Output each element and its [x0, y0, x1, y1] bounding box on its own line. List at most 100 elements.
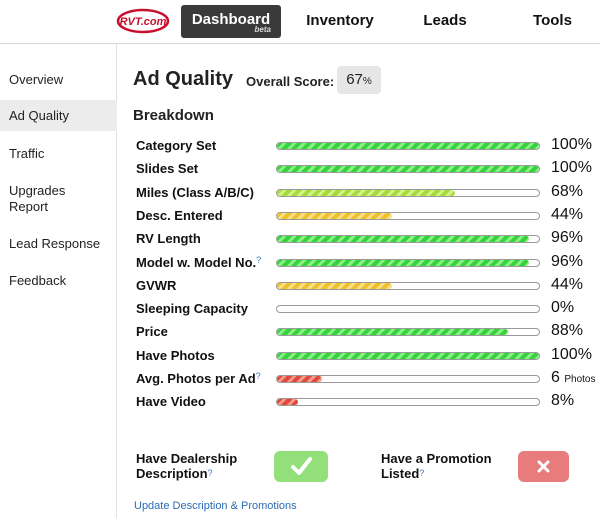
overall-score-unit: % [362, 76, 372, 87]
row-label-text: Have Video [136, 394, 206, 410]
row-label-text: Sleeping Capacity [136, 301, 248, 317]
breakdown-row-label: Slides Set [136, 161, 198, 176]
row-value-text: 8% [551, 392, 575, 410]
row-label-text: Desc. Entered [136, 207, 223, 223]
sidebar-item-traffic[interactable]: Traffic [9, 146, 45, 161]
nav-dashboard[interactable]: Dashboard beta [181, 5, 281, 38]
row-value-text: 100% [551, 345, 592, 363]
row-label-text: Have Photos [136, 347, 215, 363]
row-value-text: 44% [551, 205, 584, 223]
promotion-label-line1: Have a Promotion [381, 451, 492, 466]
row-value-unit: Photos [564, 374, 596, 385]
progress-bar-fill [277, 352, 539, 359]
progress-bar [276, 375, 540, 383]
update-description-promotions-link[interactable]: Update Description & Promotions [134, 500, 297, 512]
progress-bar [276, 235, 540, 244]
row-label-text: Model w. Model No. [136, 254, 257, 270]
breakdown-row-label: GVWR [136, 278, 176, 293]
nav-leads[interactable]: Leads [423, 12, 467, 29]
row-value-text: 100% [551, 159, 592, 177]
breakdown-row-value: 0% [551, 299, 574, 317]
row-label-text: RV Length [136, 231, 201, 247]
breakdown-row-value: 100% [551, 136, 592, 154]
nav-tools[interactable]: Tools [533, 12, 572, 29]
help-icon[interactable]: ? [255, 371, 261, 381]
progress-bar-fill [277, 282, 393, 289]
dealership-description-label: Have Dealership Description? [136, 451, 237, 481]
top-nav: RVT.com Dashboard beta Inventory Leads T… [0, 0, 600, 44]
progress-bar-fill [277, 259, 529, 266]
progress-bar [276, 305, 540, 314]
sidebar-item-feedback[interactable]: Feedback [9, 273, 67, 288]
overall-score-badge: 67% [337, 66, 381, 94]
check-icon [291, 457, 312, 475]
breakdown-row-value: 44% [551, 206, 583, 224]
row-value-text: 96% [551, 229, 584, 247]
progress-bar [276, 258, 540, 267]
sidebar-item-upgrades-report[interactable]: Upgrades Report [9, 183, 66, 214]
breakdown-row-label: Avg. Photos per Ad? [136, 371, 261, 386]
row-label-text: Category Set [136, 138, 217, 153]
logo-text: RVT.com [120, 16, 167, 28]
progress-bar-fill [277, 143, 539, 149]
row-value-text: 100% [551, 136, 592, 153]
sidebar-item-overview[interactable]: Overview [9, 72, 64, 87]
dealership-description-status-button[interactable] [274, 451, 328, 482]
breakdown-row-label: Price [136, 324, 168, 339]
progress-bar [276, 281, 540, 290]
sidebar-item-ad-quality[interactable]: Ad Quality [0, 100, 117, 131]
row-label-text: GVWR [136, 277, 177, 293]
progress-bar [276, 188, 540, 197]
breakdown-row-label: Have Photos [136, 348, 215, 363]
promotion-status-button[interactable] [518, 451, 569, 482]
breakdown-row-value: 88% [551, 322, 583, 340]
row-label-text: Avg. Photos per Ad [136, 371, 256, 386]
breakdown-row-value: 68% [551, 183, 583, 201]
dealership-description-label-line1: Have Dealership [136, 451, 238, 466]
progress-bar [276, 142, 540, 150]
nav-dashboard-label: Dashboard [191, 11, 271, 28]
progress-bar [276, 165, 540, 174]
progress-bar-fill [277, 166, 539, 173]
breakdown-row-label: Miles (Class A/B/C) [136, 185, 254, 200]
overall-score-label: Overall Score: [246, 74, 335, 89]
breakdown-row-label: Desc. Entered [136, 208, 223, 223]
sidebar: Overview Ad Quality Traffic Upgrades Rep… [0, 44, 117, 518]
row-label-text: Price [136, 324, 168, 340]
progress-bar [276, 398, 540, 407]
help-icon[interactable]: ? [256, 254, 262, 265]
row-value-text: 96% [551, 252, 584, 270]
breakdown-row-value: 6 Photos [551, 369, 596, 387]
breakdown-row-value: 44% [551, 276, 583, 294]
overall-score-value: 67 [346, 71, 363, 88]
row-label-text: Slides Set [136, 161, 199, 177]
promotion-label-line2: Listed [381, 466, 420, 481]
dealership-description-label-line2: Description [136, 466, 208, 481]
rvt-logo[interactable]: RVT.com [116, 8, 170, 34]
breakdown-row-label: Have Video [136, 394, 206, 409]
progress-bar-fill [277, 189, 456, 196]
x-icon [537, 460, 550, 473]
help-icon[interactable]: ? [207, 468, 213, 478]
beta-badge: beta [254, 25, 271, 34]
breakdown-row-value: 100% [551, 346, 592, 364]
progress-bar-fill [277, 236, 529, 243]
breakdown-row-value: 100% [551, 159, 592, 177]
sidebar-item-lead-response[interactable]: Lead Response [9, 236, 101, 251]
breakdown-row-value: 96% [551, 253, 583, 271]
breakdown-row-label: Model w. Model No.? [136, 255, 261, 270]
row-value-text: 6 [551, 369, 560, 386]
progress-bar-fill [277, 376, 322, 382]
progress-bar-fill [277, 399, 298, 406]
row-label-text: Miles (Class A/B/C) [136, 184, 254, 200]
breakdown-row-label: RV Length [136, 231, 201, 246]
help-icon[interactable]: ? [419, 468, 425, 478]
nav-inventory[interactable]: Inventory [306, 12, 374, 29]
progress-bar-fill [277, 212, 393, 219]
row-value-text: 68% [551, 182, 584, 200]
row-value-text: 44% [551, 275, 584, 293]
row-value-text: 88% [551, 322, 584, 340]
row-value-text: 0% [551, 299, 575, 317]
progress-bar [276, 351, 540, 360]
promotion-label: Have a Promotion Listed? [381, 451, 492, 481]
